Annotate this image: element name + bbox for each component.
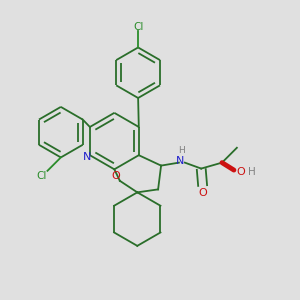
Text: Cl: Cl	[36, 171, 47, 181]
Text: O: O	[111, 171, 120, 182]
Text: H: H	[178, 146, 185, 154]
Text: O: O	[236, 167, 245, 176]
Text: Cl: Cl	[133, 22, 143, 32]
Text: N: N	[83, 152, 91, 162]
Text: H: H	[248, 167, 256, 176]
Text: N: N	[176, 156, 184, 166]
Text: O: O	[198, 188, 207, 198]
